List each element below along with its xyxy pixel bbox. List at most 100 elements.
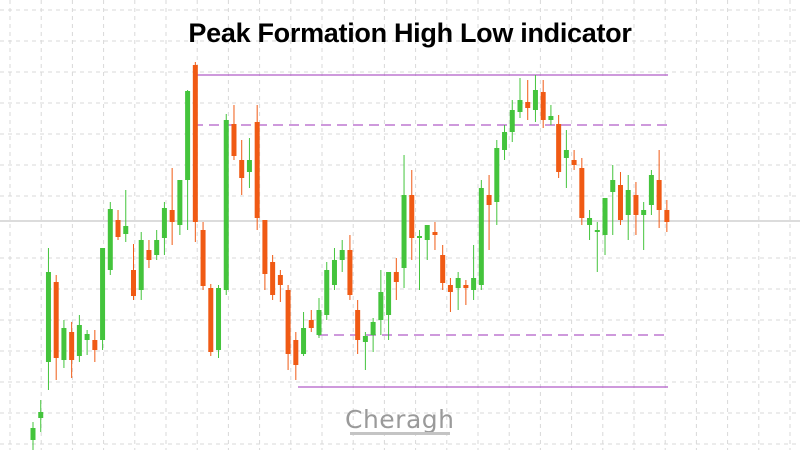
candle-body <box>594 230 600 232</box>
candle-bearish <box>393 258 399 300</box>
candle-body <box>115 220 121 237</box>
candle-bearish <box>463 280 469 305</box>
candle-bearish <box>347 235 353 300</box>
candle-body <box>277 275 283 285</box>
candle-bearish <box>486 175 492 250</box>
candle-bullish <box>161 202 167 255</box>
candle-body <box>525 102 531 108</box>
candle-bullish <box>177 180 183 235</box>
candle-bullish <box>331 248 337 290</box>
candle-body <box>53 282 59 358</box>
candle-bullish <box>517 78 523 118</box>
candle-body <box>301 328 307 354</box>
candle-bearish <box>409 170 415 260</box>
candle-bearish <box>231 105 237 160</box>
candle-bullish <box>316 298 322 338</box>
candle-body <box>262 220 268 274</box>
candle-body <box>656 180 662 210</box>
candle-body <box>331 260 337 285</box>
candle-bullish <box>378 270 384 335</box>
candle-bullish <box>154 230 160 260</box>
candle-body <box>571 160 577 165</box>
candle-body <box>463 285 469 288</box>
candle-bullish <box>648 170 654 215</box>
candle-body <box>556 124 562 172</box>
candle-body <box>355 310 361 340</box>
candle-body <box>216 288 222 350</box>
candle-body <box>130 270 136 296</box>
level-lines <box>193 74 668 388</box>
candle-body <box>641 210 647 215</box>
candle-bullish <box>471 245 477 300</box>
candle-bearish <box>656 150 662 228</box>
candle-bullish <box>594 222 600 272</box>
candle-bullish <box>548 105 554 125</box>
candle-body <box>579 168 585 218</box>
candle-bullish <box>494 140 500 225</box>
candle-bullish <box>509 100 515 142</box>
candle-body <box>285 290 291 354</box>
candle-body <box>38 412 44 418</box>
candle-body <box>192 65 198 222</box>
candle-bearish <box>617 172 623 225</box>
candle-bullish <box>625 175 631 240</box>
candle-body <box>362 336 368 342</box>
candle-body <box>76 325 82 356</box>
candle-body <box>293 340 299 365</box>
candle-body <box>486 195 492 205</box>
candle-body <box>532 90 538 110</box>
candle-bearish <box>447 278 453 312</box>
candle-body <box>169 210 175 222</box>
candle-body <box>602 198 608 235</box>
candle-bearish <box>200 222 206 290</box>
candle-body <box>664 210 670 222</box>
candle-bullish <box>417 230 422 290</box>
candle-bullish <box>246 138 252 188</box>
candle-body <box>478 188 484 285</box>
candle-body <box>308 320 314 328</box>
candle-bullish <box>216 285 222 358</box>
candle-bullish <box>30 422 36 450</box>
candle-bearish <box>146 240 152 268</box>
candle-bearish <box>208 284 214 356</box>
candle-body <box>69 332 75 360</box>
candle-body <box>223 120 229 290</box>
candle-bullish <box>455 272 461 310</box>
candle-body <box>254 122 260 218</box>
candle-body <box>177 180 183 225</box>
candle-body <box>540 92 546 120</box>
candle-bearish <box>53 275 59 380</box>
candle-bearish <box>130 244 136 300</box>
candle-body <box>347 250 353 295</box>
candle-body <box>146 250 152 260</box>
candle-bearish <box>633 182 639 235</box>
candle-bearish <box>525 80 531 120</box>
candle-bullish <box>107 202 113 275</box>
candle-bullish <box>502 125 508 160</box>
candle-body <box>161 208 167 238</box>
watermark-underline <box>350 432 450 435</box>
candle-body <box>563 150 569 158</box>
candle-body <box>324 270 330 315</box>
candle-bearish <box>571 150 577 170</box>
candle-body <box>339 250 345 260</box>
candle-body <box>246 160 252 172</box>
candle-body <box>494 148 500 202</box>
candle-body <box>417 236 422 238</box>
watermark-logo: Cheragh <box>345 405 455 434</box>
candle-bullish <box>138 232 144 300</box>
candle-body <box>92 340 98 350</box>
candle-bearish <box>293 332 299 380</box>
candle-body <box>239 160 245 178</box>
candle-body <box>231 124 237 156</box>
candle-body <box>432 232 438 235</box>
candle-bullish <box>324 262 330 320</box>
candles <box>30 62 670 450</box>
candle-bullish <box>587 210 593 240</box>
candle-body <box>45 272 51 362</box>
candle-body <box>587 218 593 225</box>
candle-body <box>610 180 616 192</box>
candle-bearish <box>277 270 283 302</box>
candle-bearish <box>579 158 585 225</box>
candle-body <box>200 230 206 286</box>
